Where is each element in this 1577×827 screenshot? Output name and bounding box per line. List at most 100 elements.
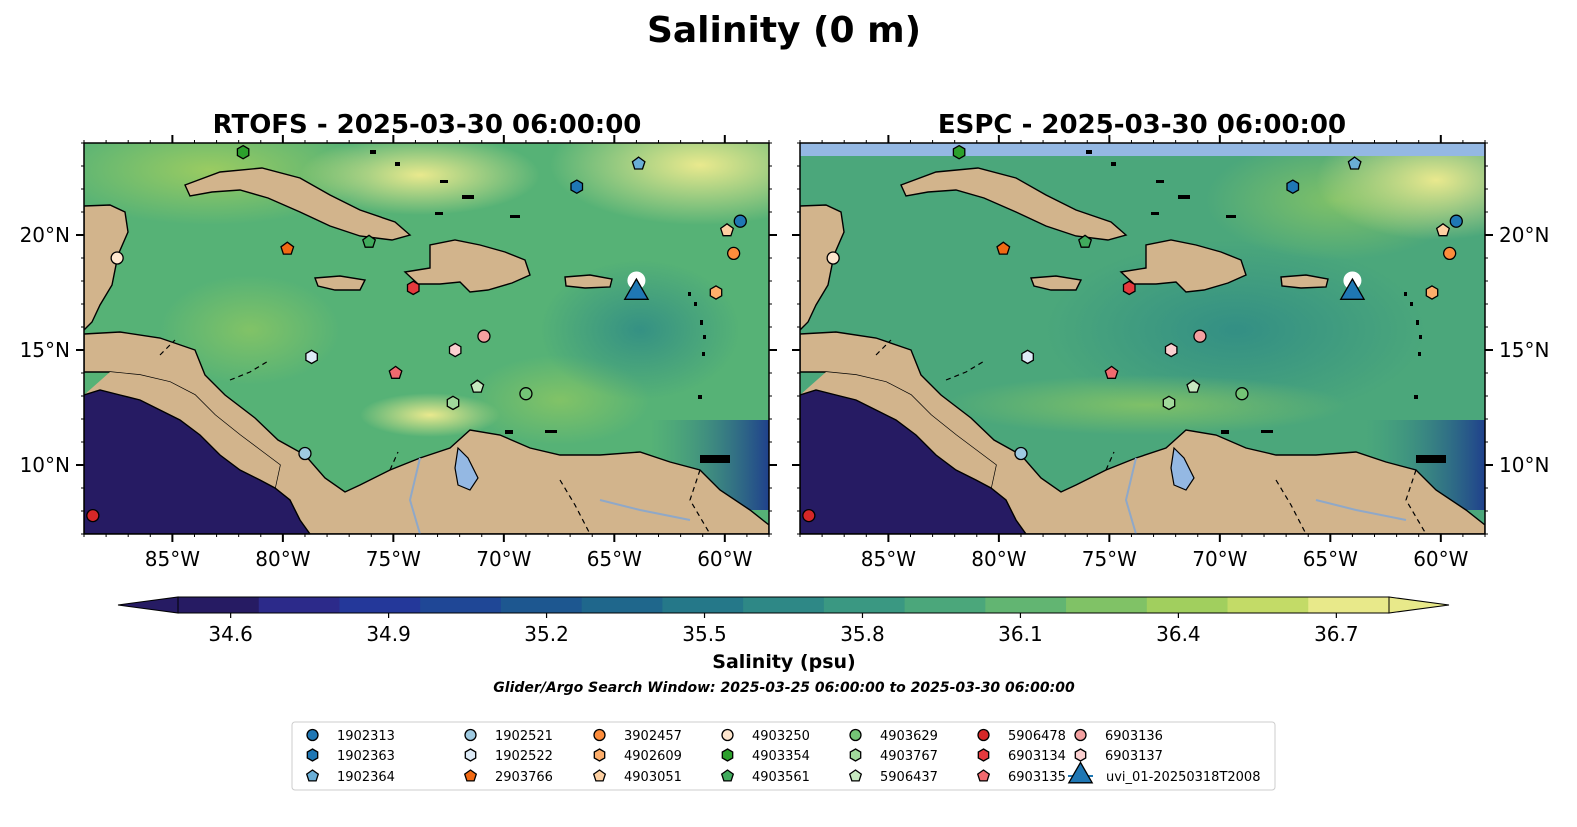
espc-argo-6903134 [1122,280,1136,296]
colorbar-segment [339,597,421,613]
espc-argo-1902363 [1286,179,1300,195]
espc-atlantic-high-patch [1316,143,1485,240]
legend-marker-2903766 [463,769,478,782]
rtofs-argo-1902364 [631,156,646,170]
espc-argo-6903137 [1164,342,1178,358]
rtofs-argo-4903051 [719,222,735,237]
legend-marker-4903354 [721,748,734,762]
espc-central-teal-patch [1046,240,1426,420]
legend-label: 6903136 [1105,729,1163,744]
legend-marker-6903135 [976,769,991,782]
legend-marker-4903561 [720,769,735,782]
legend-marker-3902457 [593,728,606,742]
legend-marker-4903250 [721,728,734,742]
rtofs-argo-3902457 [726,246,741,261]
legend-marker-1902522 [464,748,477,762]
rtofs-west-lime-patch [160,275,340,385]
legend-label: 4903767 [880,749,938,764]
rtofs-argo-4902609 [709,285,723,300]
search-window-caption: Glider/Argo Search Window: 2025-03-25 06… [493,680,1075,696]
colorbar: 34.6 34.9 35.2 35.5 35.8 36.1 36.4 36.7 [117,596,1450,646]
legend-marker-1902364 [305,769,320,782]
colorbar-extend-high [1388,596,1450,614]
rtofs-argo-4903629 [519,387,533,401]
legend-label: 1902364 [337,770,395,785]
rtofs-argo-1902313 [733,214,747,228]
rtofs-argo-2903766 [280,241,295,255]
espc-argo-4903354 [952,144,966,160]
espc-xtick-label: 80°W [971,547,1026,571]
rtofs-argo-4903354 [236,144,250,160]
colorbar-segment [904,597,986,613]
rtofs-panel: RTOFS - 2025-03-30 06:00:00 85°W 80°W 75°W… [20,110,777,571]
espc-glider-uvi_01-20250318T2008 [1339,277,1366,300]
rtofs-ytick-label: 15°N [20,338,70,362]
espc-argo-1902364 [1347,156,1362,170]
colorbar-segment [743,597,825,613]
legend-marker-4903051 [592,769,607,782]
legend-label: 6903134 [1008,749,1066,764]
legend-label: 5906437 [880,770,938,785]
legend-marker-4903629 [849,728,862,742]
colorbar-segment [1227,597,1309,613]
legend-box [291,721,1276,791]
espc-argo-4903250 [826,251,840,265]
colorbar-segment [1308,597,1390,613]
rtofs-xtick-label: 70°W [476,547,531,571]
legend-marker-6903134 [977,748,990,762]
espc-argo-3902457 [1442,246,1457,261]
legend-label: 1902522 [495,749,553,764]
rtofs-xtick-label: 80°W [255,547,310,571]
rtofs-argo-6903135 [388,365,403,379]
colorbar-tick-label: 35.5 [682,622,727,646]
legend-marker-1902313 [306,728,319,742]
colorbar-segment [1146,597,1229,613]
espc-panel-title: ESPC - 2025-03-30 06:00:00 [938,110,1346,140]
rtofs-ytick-label: 10°N [20,453,70,477]
legend-label: 4902609 [624,749,682,764]
espc-xtick-label: 85°W [861,547,916,571]
colorbar-tick-label: 36.1 [998,622,1043,646]
legend-label: 4903561 [752,770,810,785]
rtofs-xtick-label: 60°W [697,547,752,571]
espc-ytick-label: 20°N [1499,223,1549,247]
espc-argo-4903051 [1435,222,1451,237]
legend-label: 6903135 [1008,770,1066,785]
espc-argo-6903136 [1193,329,1207,343]
rtofs-north-high-patch [300,143,540,215]
rtofs-atlantic-high-patch [550,143,769,225]
espc-argo-4903767 [1162,395,1176,411]
legend-label: 4903629 [880,729,938,744]
rtofs-glider-uvi_01-20250318T2008 [623,277,650,300]
espc-panel: ESPC - 2025-03-30 06:00:00 85°W 80°W 75°W 7… [792,110,1549,571]
legend: 1902313 1902363 1902364 1902521 1902522 29037… [305,728,1260,785]
colorbar-tick-label: 36.4 [1156,622,1201,646]
colorbar-segment [258,597,341,613]
rtofs-ytick-label: 20°N [20,223,70,247]
colorbar-segment [581,597,663,613]
rtofs-argo-5906437 [470,379,485,393]
rtofs-argo-1902521 [298,446,312,461]
espc-argo-1902522 [1021,349,1034,365]
legend-label: 1902313 [337,729,395,744]
espc-xtick-label: 70°W [1192,547,1247,571]
colorbar-extend-low [117,596,179,614]
rtofs-argo-5906478 [86,508,100,523]
espc-missing-data-band [800,143,1485,156]
espc-argo-6903135 [1104,365,1119,379]
legend-marker-6903136 [1074,728,1087,742]
rtofs-argo-4903250 [110,251,124,265]
legend-marker-5906478 [977,728,990,742]
espc-argo-4903629 [1235,387,1249,401]
colorbar-segment [1066,597,1148,613]
espc-ytick-label: 15°N [1499,338,1549,362]
rtofs-xtick-label: 65°W [587,547,642,571]
legend-label: uvi_01-20250318T2008 [1106,770,1260,785]
espc-xtick-label: 65°W [1303,547,1358,571]
espc-argo-4903561 [1078,234,1093,248]
rtofs-argo-1902363 [570,179,584,195]
colorbar-frame [177,596,1390,614]
legend-label: 2903766 [495,770,553,785]
espc-south-lime-patch [946,375,1346,435]
